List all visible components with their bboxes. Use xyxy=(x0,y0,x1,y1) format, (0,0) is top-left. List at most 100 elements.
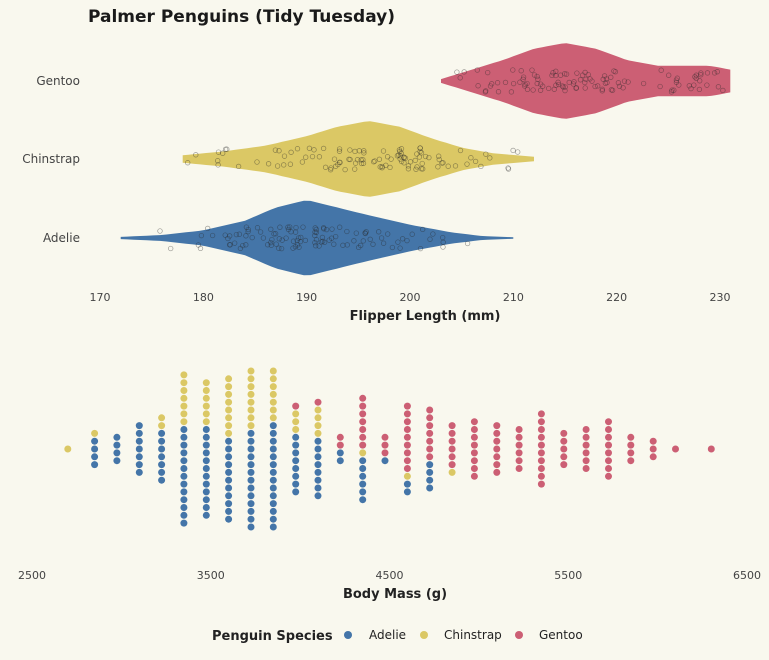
observation-point xyxy=(385,231,391,237)
dot-gentoo xyxy=(403,402,411,410)
observation-point xyxy=(587,76,593,82)
dot-adelie xyxy=(381,457,389,465)
dot-chinstrap xyxy=(292,418,300,426)
legend-label-adelie: Adelie xyxy=(369,628,406,642)
legend: Penguin Species Adelie Chinstrap Gentoo xyxy=(212,628,583,644)
dot-adelie xyxy=(247,429,255,437)
observation-point xyxy=(522,81,528,88)
dot-gentoo xyxy=(426,453,434,461)
dot-gentoo xyxy=(448,429,456,437)
observation-point xyxy=(698,70,704,76)
dot-adelie xyxy=(180,441,188,449)
dot-gentoo xyxy=(426,445,434,453)
observation-point xyxy=(302,237,309,244)
observation-point xyxy=(387,164,393,171)
dot-gentoo xyxy=(605,457,612,465)
dot-chinstrap xyxy=(292,426,300,433)
observation-point xyxy=(494,80,501,86)
observation-point xyxy=(272,147,279,153)
dot-adelie xyxy=(269,453,277,461)
legend-title: Penguin Species xyxy=(212,629,333,644)
dot-gentoo xyxy=(537,426,545,433)
observation-point xyxy=(397,153,404,159)
observation-point xyxy=(457,75,463,81)
dot-gentoo xyxy=(560,461,568,469)
dot-chinstrap xyxy=(225,398,233,406)
observation-point xyxy=(326,237,332,243)
observation-point xyxy=(489,81,495,87)
observation-point xyxy=(331,241,337,247)
flipper-tick-label: 210 xyxy=(503,291,524,304)
observation-point xyxy=(615,80,622,86)
flipper-tick-label: 220 xyxy=(606,291,627,304)
observation-point xyxy=(340,242,346,248)
dot-adelie xyxy=(247,507,255,515)
observation-point xyxy=(475,83,481,89)
observation-point xyxy=(283,235,289,241)
dot-gentoo xyxy=(470,457,478,465)
observation-point xyxy=(452,163,459,169)
dot-adelie xyxy=(426,484,434,492)
observation-point xyxy=(193,152,199,158)
dot-gentoo xyxy=(537,472,545,480)
observation-point xyxy=(557,72,564,78)
observation-point xyxy=(571,79,577,85)
observation-point xyxy=(272,231,279,237)
dot-chinstrap xyxy=(269,414,277,422)
dot-chinstrap xyxy=(247,398,255,406)
observation-point xyxy=(612,69,619,75)
dot-adelie xyxy=(292,433,300,441)
observation-point xyxy=(367,236,373,242)
observation-point xyxy=(290,238,297,244)
dot-adelie xyxy=(247,476,255,484)
observation-point xyxy=(436,156,442,163)
observation-point xyxy=(398,158,405,165)
observation-point xyxy=(312,232,318,239)
observation-point xyxy=(360,160,367,166)
dot-chinstrap xyxy=(225,390,233,398)
observation-point xyxy=(553,82,559,88)
observation-point xyxy=(389,244,396,251)
observation-point xyxy=(313,243,319,249)
observation-point xyxy=(281,162,287,168)
observation-point xyxy=(549,72,555,79)
observation-point xyxy=(245,226,251,233)
observation-point xyxy=(276,148,282,154)
dot-adelie xyxy=(225,445,233,453)
dot-gentoo xyxy=(470,426,478,433)
observation-point xyxy=(401,155,407,161)
observation-point xyxy=(265,242,271,248)
species-label: Adelie xyxy=(43,231,80,245)
dot-adelie xyxy=(180,480,188,488)
dot-gentoo xyxy=(336,441,344,449)
dot-gentoo xyxy=(403,418,411,426)
observation-point xyxy=(294,146,301,152)
observation-point xyxy=(478,163,484,170)
observation-point xyxy=(321,239,328,245)
observation-point xyxy=(398,150,404,156)
dot-chinstrap xyxy=(292,410,300,418)
dot-adelie xyxy=(180,433,188,441)
dot-adelie xyxy=(135,461,143,469)
observation-point xyxy=(318,239,325,245)
dot-gentoo xyxy=(403,441,411,449)
dot-adelie xyxy=(158,453,166,461)
dot-chinstrap xyxy=(180,371,188,379)
observation-point xyxy=(599,86,605,92)
observation-point xyxy=(583,76,589,82)
observation-point xyxy=(388,156,394,162)
observation-point xyxy=(440,160,446,166)
observation-point xyxy=(397,245,403,251)
observation-point xyxy=(265,161,272,167)
observation-point xyxy=(482,89,489,95)
dot-adelie xyxy=(158,468,166,476)
observation-point xyxy=(430,231,436,237)
observation-point xyxy=(515,149,521,155)
dot-adelie xyxy=(314,492,322,500)
dot-adelie xyxy=(202,433,210,441)
dot-chinstrap xyxy=(269,367,277,375)
dot-gentoo xyxy=(515,433,523,441)
observation-point xyxy=(354,157,361,163)
dot-gentoo xyxy=(605,433,612,441)
observation-point xyxy=(692,74,698,80)
